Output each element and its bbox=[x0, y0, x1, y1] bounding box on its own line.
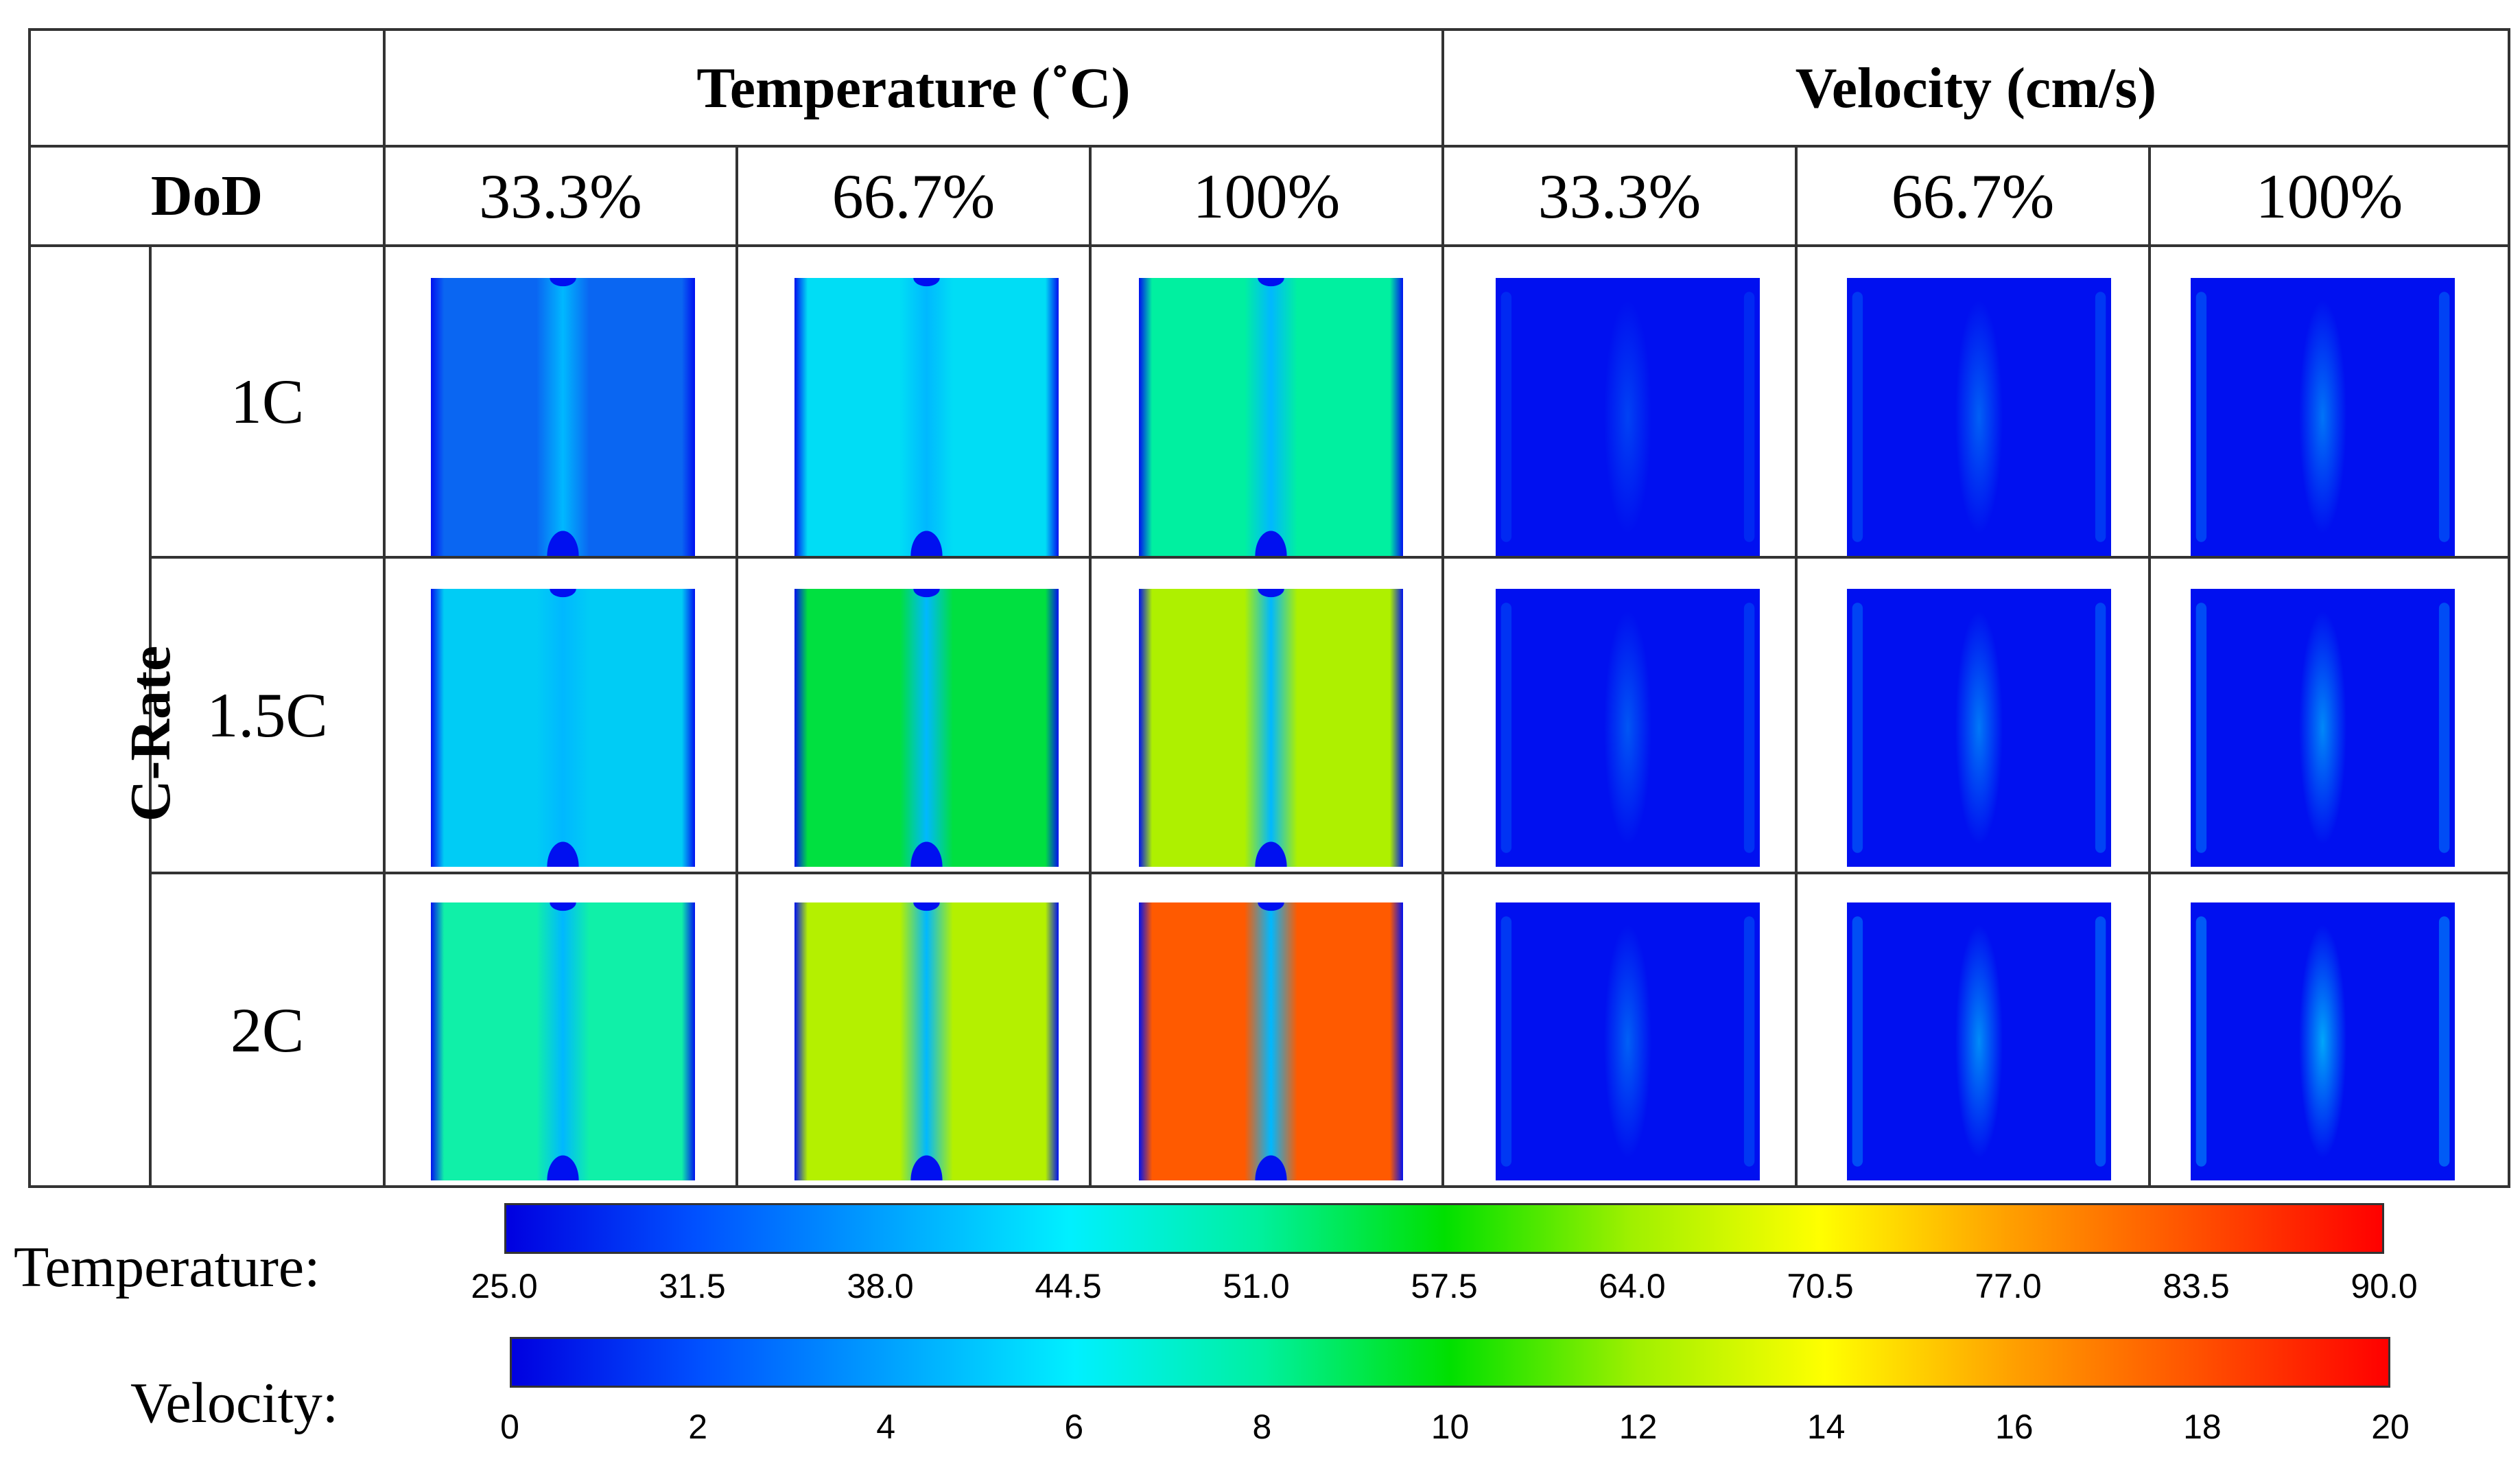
colorbar-tick-label: 8 bbox=[1252, 1408, 1272, 1446]
dod-value: 33.3% bbox=[479, 161, 642, 231]
temperature-contour bbox=[431, 902, 695, 1180]
dod-label: DoD bbox=[150, 164, 263, 228]
temperature-legend-label: Temperature: bbox=[14, 1235, 320, 1299]
temperature-contour bbox=[1139, 589, 1403, 867]
crate-value: 2C bbox=[230, 994, 305, 1065]
temperature-contour bbox=[794, 902, 1059, 1180]
velocity-contour bbox=[1496, 902, 1760, 1180]
colorbar-tick-label: 44.5 bbox=[1035, 1267, 1102, 1305]
velocity-legend-label: Velocity: bbox=[130, 1371, 339, 1435]
colorbar-tick-label: 25.0 bbox=[471, 1267, 538, 1305]
colorbar-tick-label: 2 bbox=[688, 1408, 707, 1446]
colorbar-tick-label: 64.0 bbox=[1599, 1267, 1666, 1305]
dod-value: 100% bbox=[2255, 161, 2403, 231]
velocity-contour bbox=[1496, 589, 1760, 867]
velocity-contour bbox=[2191, 589, 2455, 867]
temperature-header: Temperature (˚C) bbox=[696, 56, 1131, 120]
colorbar-tick-label: 20 bbox=[2371, 1408, 2410, 1446]
velocity-contour bbox=[1847, 902, 2111, 1180]
velocity-contour bbox=[1496, 278, 1760, 556]
velocity-colorbar bbox=[510, 1337, 2390, 1388]
colorbar-tick-label: 14 bbox=[1806, 1408, 1846, 1446]
colorbar-tick-label: 10 bbox=[1430, 1408, 1470, 1446]
colorbar-tick-label: 12 bbox=[1618, 1408, 1658, 1446]
colorbar-tick-label: 70.5 bbox=[1787, 1267, 1854, 1305]
colorbar-tick-label: 0 bbox=[500, 1408, 519, 1446]
velocity-contour bbox=[1847, 278, 2111, 556]
dod-value: 33.3% bbox=[1538, 161, 1701, 231]
crate-value: 1C bbox=[230, 366, 305, 436]
velocity-contour bbox=[2191, 902, 2455, 1180]
colorbar-tick-label: 6 bbox=[1064, 1408, 1084, 1446]
colorbar-tick-label: 77.0 bbox=[1975, 1267, 2042, 1305]
temperature-colorbar bbox=[504, 1203, 2384, 1254]
temperature-contour bbox=[1139, 902, 1403, 1180]
colorbar-tick-label: 31.5 bbox=[659, 1267, 726, 1305]
velocity-header: Velocity (cm/s) bbox=[1795, 56, 2157, 120]
temperature-contour bbox=[431, 278, 695, 556]
colorbar-tick-label: 4 bbox=[876, 1408, 896, 1446]
temperature-contour bbox=[431, 589, 695, 867]
colorbar-tick-label: 57.5 bbox=[1411, 1267, 1478, 1305]
dod-value: 66.7% bbox=[832, 161, 996, 231]
colorbar-tick-label: 83.5 bbox=[2163, 1267, 2230, 1305]
velocity-contour bbox=[1847, 589, 2111, 867]
dod-value: 66.7% bbox=[1891, 161, 2055, 231]
colorbar-tick-label: 51.0 bbox=[1223, 1267, 1290, 1305]
crate-value: 1.5C bbox=[207, 680, 328, 750]
temperature-contour bbox=[794, 278, 1059, 556]
colorbar-tick-label: 38.0 bbox=[847, 1267, 914, 1305]
colorbar-tick-label: 18 bbox=[2183, 1408, 2222, 1446]
velocity-contour bbox=[2191, 278, 2455, 556]
temperature-contour bbox=[794, 589, 1059, 867]
colorbar-tick-label: 16 bbox=[1994, 1408, 2034, 1446]
dod-value: 100% bbox=[1192, 161, 1341, 231]
temperature-contour bbox=[1139, 278, 1403, 556]
colorbar-tick-label: 90.0 bbox=[2351, 1267, 2418, 1305]
